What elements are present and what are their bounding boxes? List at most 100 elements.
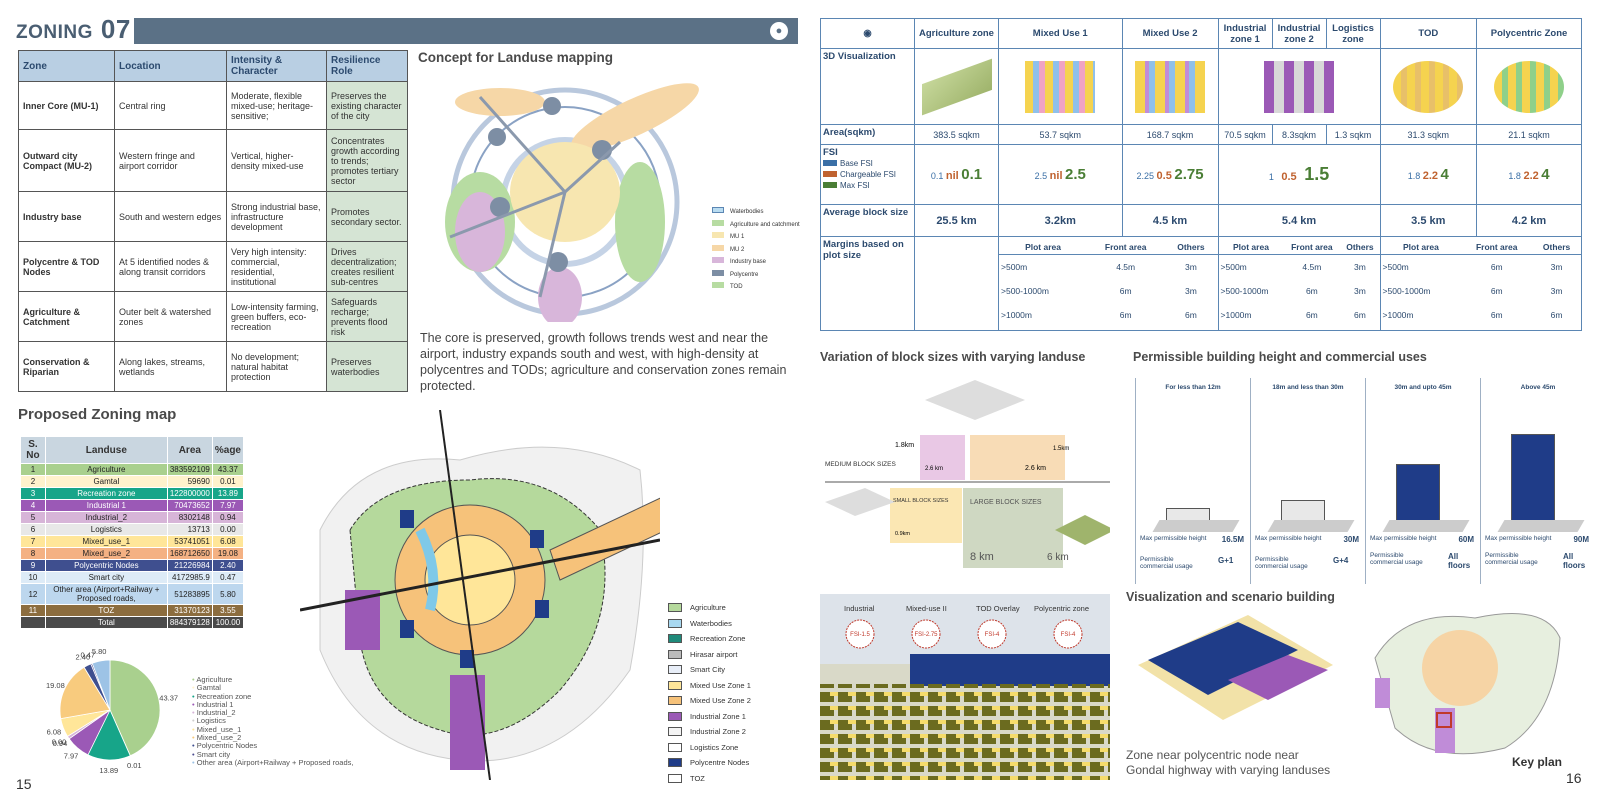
max-height-value: 30M xyxy=(1343,535,1359,544)
usage-label: Permissible commercial usage xyxy=(1255,556,1308,570)
cell: 3 xyxy=(20,487,46,500)
cell: 2.40 xyxy=(211,559,245,572)
height-head: 18m and less than 30m xyxy=(1272,384,1344,391)
cell: 6m xyxy=(1185,309,1197,320)
scenario-label: Mixed-use II xyxy=(906,604,947,613)
cell: Agriculture xyxy=(44,463,168,476)
table-row: 9 Polycentric Nodes 21226984 2.40 xyxy=(20,559,245,572)
cell: 6m xyxy=(1119,285,1132,296)
mixed-use-2-3d-image xyxy=(1135,60,1206,113)
dim-label: 1.8km xyxy=(895,442,914,449)
cell: Outer belt & watershed zones xyxy=(114,291,227,342)
cell: 3.55 xyxy=(211,604,245,617)
max-height-label: Max permissible height xyxy=(1140,535,1207,542)
cell: >1000m xyxy=(1001,309,1032,320)
fsi-badge: FSI-4 xyxy=(985,632,1000,638)
pie-legend-item: • Polycentric Nodes xyxy=(192,741,258,751)
cell: Central ring xyxy=(114,81,227,130)
tod-3d-image xyxy=(1393,60,1464,113)
table-row: 10 Smart city 4172985.9 0.47 xyxy=(20,571,245,584)
col-header: Mixed Use 2 xyxy=(1121,18,1219,49)
fsi-cell: 1 0.5 1.5 xyxy=(1217,144,1381,205)
cell: 51283895 xyxy=(166,583,213,605)
cell: 122800000 xyxy=(166,487,213,500)
cell: Industrial 1 xyxy=(44,499,168,512)
cell: >500-1000m xyxy=(1220,285,1269,296)
scenario-label: TOD Overlay xyxy=(976,604,1020,613)
height-column: 18m and less than 30m Max permissible hei… xyxy=(1250,378,1365,584)
industrial-3d-image xyxy=(1264,60,1335,113)
pie-label: 5.80 xyxy=(92,647,107,656)
pie-legend-item: • Recreation zone xyxy=(192,691,252,701)
page-number-left: 15 xyxy=(16,776,32,792)
col-header: Intensity & Character xyxy=(226,50,327,82)
margin-set-3: Plot area Front area Others >500m 6m 3m >500-1… xyxy=(1379,236,1583,331)
cell: Strong industrial base, infrastructure d… xyxy=(226,191,327,242)
cell: 2 xyxy=(20,475,46,488)
margin-header: Front area xyxy=(1461,240,1533,256)
legend-swatch xyxy=(668,696,682,706)
pie-label: 0.00 xyxy=(52,738,67,747)
cell: 31370123 xyxy=(166,604,213,617)
col-header: Resilience Role xyxy=(326,50,408,82)
cell: Recreation zone xyxy=(44,487,168,500)
fsi-cell: 0.1 nil 0.1 xyxy=(914,144,999,205)
cell: 59690 xyxy=(166,475,213,488)
cell: 0.94 xyxy=(211,511,245,524)
cell: Moderate, flexible mixed-use; heritage-s… xyxy=(226,81,327,130)
height-column: 30m and upto 45m Max permissible height 60… xyxy=(1365,378,1480,584)
cell: Other area (Airport+Railway + Proposed r… xyxy=(44,583,168,605)
cell: 9 xyxy=(20,559,46,572)
concept-diagram xyxy=(445,83,699,322)
cell: Mixed_use_2 xyxy=(44,547,168,560)
col-header: TOD xyxy=(1379,18,1478,49)
col-header: Landuse xyxy=(44,436,168,464)
cell: 6m xyxy=(1354,309,1366,320)
cell: 11 xyxy=(20,604,46,617)
margin-header: Plot area xyxy=(1218,240,1284,256)
scenario-caption: Zone near polycentric node near Gondal h… xyxy=(1126,748,1331,777)
col-header: Industrial zone 1 xyxy=(1217,18,1273,49)
cell: Drives decentralization; creates resilie… xyxy=(326,241,408,292)
cell: Low-intensity farming, green buffers, ec… xyxy=(226,291,327,342)
cell: 383.5 sqkm xyxy=(914,124,999,145)
heights-panel: For less than 12m Max permissible height 1… xyxy=(1135,378,1595,584)
fsi-cell: 2.25 0.5 2.75 xyxy=(1121,144,1219,205)
cell: 53.7 sqkm xyxy=(998,124,1123,145)
cell: 3m xyxy=(1550,285,1563,296)
heights-title: Permissible building height and commerci… xyxy=(1133,350,1427,364)
dim-label: 2.6 km xyxy=(1025,465,1046,472)
cell: Logistics xyxy=(44,523,168,536)
cell: 4.2 km xyxy=(1476,204,1582,237)
fsi-cell: 1.8 2.2 4 xyxy=(1476,144,1582,205)
cell: 5 xyxy=(20,511,46,524)
cell: 21226984 xyxy=(166,559,213,572)
cell: 0.47 xyxy=(211,571,245,584)
cell: 70473652 xyxy=(166,499,213,512)
pie-label: 43.37 xyxy=(159,694,178,703)
usage-value: G+1 xyxy=(1218,556,1234,565)
cell: 3.2km xyxy=(998,204,1123,237)
cell: 31.3 sqkm xyxy=(1379,124,1478,145)
cell: >500m xyxy=(1001,262,1028,272)
cell: 7 xyxy=(20,535,46,548)
margin-header: Others xyxy=(1532,240,1581,256)
cell: Conservation & Riparian xyxy=(18,341,115,392)
cell: 13713 xyxy=(166,523,213,536)
scenario-label: Polycentric zone xyxy=(1034,604,1089,613)
cell: 70.5 sqkm xyxy=(1217,124,1273,145)
cell: Smart city xyxy=(44,571,168,584)
col-header: S. No xyxy=(20,436,46,464)
col-header: Mixed Use 1 xyxy=(998,18,1123,49)
cell: 53741051 xyxy=(166,535,213,548)
cell: Gamtal xyxy=(44,475,168,488)
margin-set-1: Plot area Front area Others >500m 4.5m 3m >500… xyxy=(998,236,1219,331)
cell: >500m xyxy=(1220,262,1247,272)
dim-label: 1.5km xyxy=(1053,446,1069,452)
logo-icon: ● xyxy=(770,22,788,40)
pie-legend-item: • Agriculture xyxy=(192,675,233,684)
legend-swatch xyxy=(668,649,682,659)
cell: 884379128 xyxy=(166,616,213,629)
cell: 4.5 km xyxy=(1121,204,1219,237)
cell: 6 xyxy=(20,523,46,536)
